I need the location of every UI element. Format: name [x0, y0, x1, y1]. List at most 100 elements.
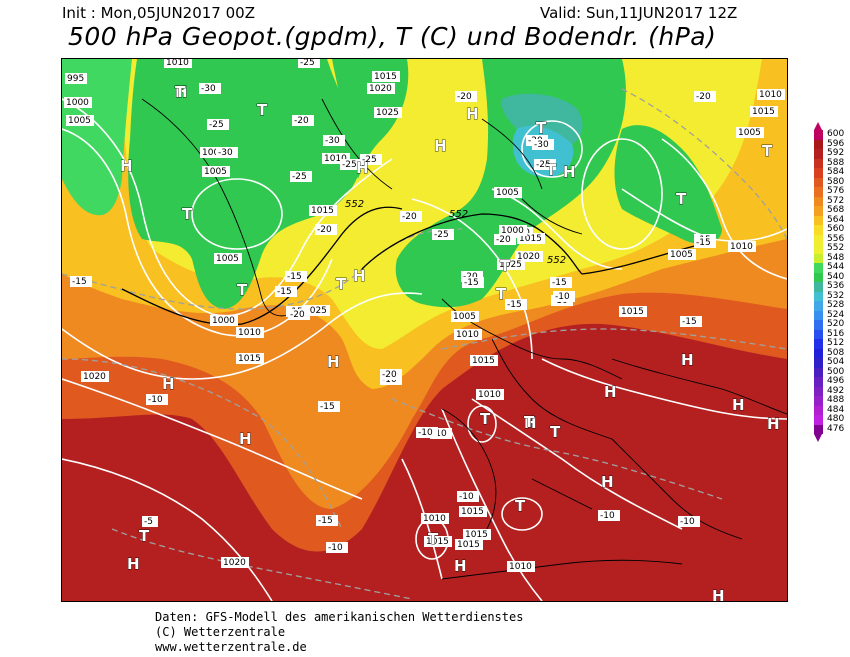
- colorbar-swatch: [814, 377, 823, 387]
- colorbar-top-arrow: [814, 122, 822, 130]
- geopot-label: 552: [449, 209, 468, 220]
- temp-label-box: [207, 119, 229, 130]
- colorbar-row: 484: [810, 405, 850, 415]
- colorbar-label: 596: [827, 138, 845, 149]
- colorbar-swatch: [814, 234, 823, 244]
- pressure-label-text: 1010: [238, 328, 261, 338]
- pressure-label-box: [65, 73, 87, 84]
- temp-label-text: -25: [292, 172, 307, 182]
- high-pressure-marker: H: [120, 157, 133, 175]
- pressure-label-box: [221, 557, 249, 568]
- high-pressure-marker: H: [327, 353, 340, 371]
- high-pressure-marker: H: [353, 267, 366, 285]
- colorbar-bottom-arrow: [814, 434, 822, 442]
- pressure-label-text: 1010: [478, 390, 501, 400]
- temp-label-box: [550, 277, 572, 288]
- temp-label-box: [216, 147, 238, 158]
- colorbar-swatch: [814, 244, 823, 254]
- pressure-label-text: 1015: [472, 356, 495, 366]
- colorbar-label: 572: [827, 195, 845, 206]
- pressure-label: 1010: [322, 153, 350, 164]
- colorbar-swatch: [814, 291, 823, 301]
- pressure-label-box: [64, 97, 92, 108]
- temp-label: -30: [532, 139, 554, 150]
- low-pressure-marker: T: [762, 142, 773, 160]
- colorbar-label: 592: [827, 148, 845, 158]
- pressure-label-box: [459, 506, 487, 517]
- pressure-label-box: [476, 389, 504, 400]
- pressure-label-text: 1000: [202, 148, 225, 158]
- temp-label: -20: [694, 91, 716, 102]
- weather-map: 995 1000 1005 1010 1015 1020 1025 1000 1005 1010 1…: [61, 58, 788, 602]
- temp-label-box: [292, 115, 314, 126]
- pressure-label-box: [164, 59, 192, 68]
- footer-url: www.wetterzentrale.de: [155, 640, 307, 654]
- pressure-label-box: [736, 127, 764, 138]
- colorbar-swatch: [814, 282, 823, 292]
- pressure-label-box: [302, 305, 330, 316]
- pressure-label: 1020: [221, 557, 249, 568]
- pressure-label: 1005: [202, 166, 230, 177]
- temp-label: -25: [340, 159, 362, 170]
- colorbar-swatch: [814, 348, 823, 358]
- temp-label: -10: [326, 542, 348, 553]
- pressure-label-box: [499, 225, 527, 236]
- temp-label-text: -25: [342, 160, 357, 170]
- map-svg: 9951000100510101015102010251000100510101…: [62, 59, 787, 601]
- pressure-label-box: [424, 536, 452, 547]
- colorbar-swatch: [814, 225, 823, 235]
- temp-label: -20: [292, 115, 314, 126]
- high-pressure-marker: H: [454, 557, 467, 575]
- colorbar-row: 580: [810, 177, 850, 187]
- colorbar-row: 488: [810, 395, 850, 406]
- pressure-label-text: 1010: [730, 242, 753, 252]
- temp-label-text: -20: [290, 310, 305, 320]
- pressure-label-box: [497, 259, 525, 270]
- colorbar-label: 528: [827, 300, 845, 310]
- low-pressure-marker: T: [524, 413, 535, 431]
- pressure-label-text: 1025: [499, 260, 522, 270]
- colorbar-label: 556: [827, 233, 845, 244]
- pressure-label-text: 1020: [517, 252, 540, 262]
- colorbar-swatch: [814, 405, 823, 415]
- colorbar-row: 588: [810, 158, 850, 168]
- temp-label-text: -20: [317, 225, 332, 235]
- pressure-label: 1015: [750, 106, 778, 117]
- temp-label-box: [694, 91, 716, 102]
- pressure-label-text: 1015: [621, 307, 644, 317]
- pressure-label-text: 1025: [376, 108, 399, 118]
- colorbar-row: 592: [810, 148, 850, 159]
- colorbar-label: 576: [827, 186, 845, 196]
- temp-label: -30: [323, 135, 345, 146]
- temp-label: -15: [505, 299, 527, 310]
- pressure-label-text: 1010: [324, 154, 347, 164]
- temp-label: -20: [315, 224, 337, 235]
- colorbar-row: 568: [810, 205, 850, 216]
- pressure-label: 1010: [421, 513, 449, 524]
- pressure-label-box: [236, 327, 264, 338]
- colorbar-row: 544: [810, 262, 850, 273]
- temp-label-box: [326, 542, 348, 553]
- temp-label-box: [534, 159, 556, 170]
- colorbar-swatch: [814, 358, 823, 368]
- pressure-label: 995: [65, 73, 87, 84]
- colorbar-row: 524: [810, 310, 850, 320]
- temp-label: -25: [534, 159, 556, 170]
- pressure-label-text: 1015: [426, 537, 449, 547]
- temp-label-box: [323, 135, 345, 146]
- colorbar-swatch: [814, 320, 823, 330]
- pressure-label-text: 1005: [496, 188, 519, 198]
- pressure-label: 1000: [64, 97, 92, 108]
- pressure-label-box: [728, 241, 756, 252]
- colorbar-swatch: [814, 158, 823, 168]
- temp-label-box: [505, 299, 527, 310]
- colorbar-row: 492: [810, 386, 850, 396]
- colorbar-row: 548: [810, 253, 850, 263]
- colorbar-row: 584: [810, 167, 850, 178]
- temp-label-box: [288, 309, 310, 320]
- temp-label: -10: [146, 394, 168, 405]
- high-pressure-marker: H: [434, 137, 447, 155]
- low-pressure-marker: T: [496, 285, 507, 303]
- colorbar-label: 480: [827, 414, 845, 424]
- temp-label-box: [340, 159, 362, 170]
